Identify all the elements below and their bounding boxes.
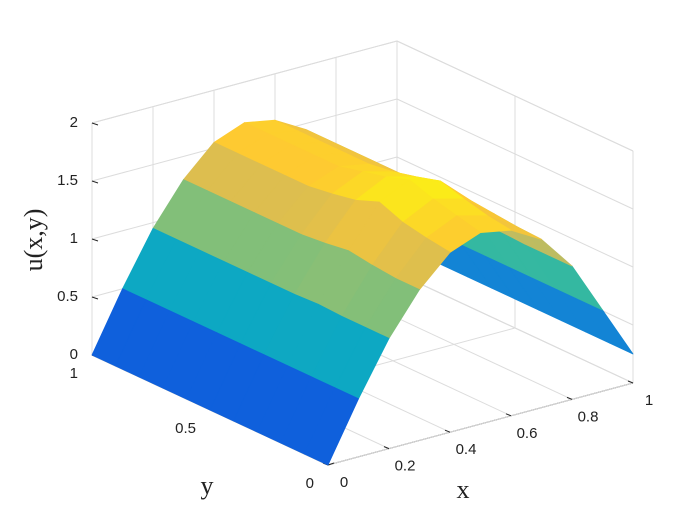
z-tick-label: 0.5 [57,288,78,305]
tick-mark [566,396,573,400]
z-tick-label: 0 [70,346,78,363]
x-tick-label: 0.2 [395,458,416,475]
x-tick-label: 0 [340,474,348,491]
grid-line [327,382,634,466]
tick-mark [91,180,99,184]
tick-mark [444,429,451,433]
x-tick-label: 1 [645,392,653,409]
tick-mark [383,446,390,450]
tick-mark [505,413,512,417]
tick-mark [91,296,99,300]
y-tick-label: 0.5 [175,420,196,437]
grid-line [91,40,398,124]
x-axis-label: x [457,475,470,504]
z-tick-label: 1 [70,230,78,247]
grid-line [396,98,634,210]
y-tick-label: 0 [306,475,314,492]
tick-mark [327,462,335,466]
tick-mark [91,122,99,126]
x-tick-label: 0.8 [578,408,599,425]
tick-mark [91,238,99,242]
labels: x y u(x,y) 0 0.2 0.4 0.6 0.8 1 0 0.5 1 0 0.5 1 1.5 2 [19,114,653,504]
x-tick-label: 0.6 [517,425,538,442]
z-tick-label: 1.5 [57,172,78,189]
x-tick-label: 0.4 [456,441,477,458]
surface-patch [304,387,359,466]
y-axis-label: y [201,471,214,500]
y-tick-label: 1 [70,365,78,382]
grid-line [396,272,634,384]
grid-line [396,40,634,152]
z-axis-label: u(x,y) [19,209,48,272]
z-tick-label: 2 [70,114,78,131]
grid-line [396,156,634,268]
surface [91,119,634,466]
tick-mark [627,380,634,384]
